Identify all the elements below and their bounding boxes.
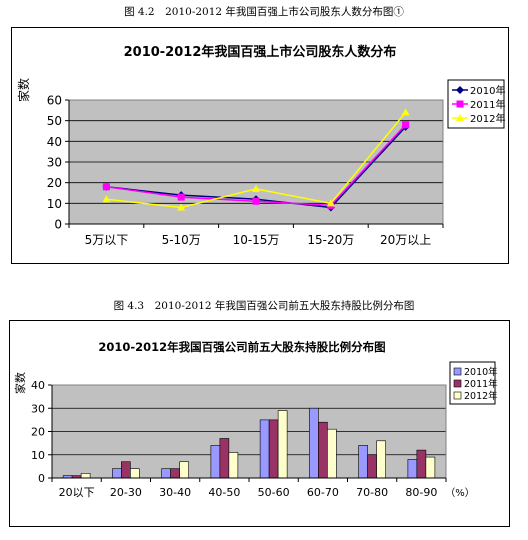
x-tick-label: 60-70 bbox=[307, 486, 339, 499]
x-tick-label: 20-30 bbox=[110, 486, 142, 499]
x-tick-label: 20万以上 bbox=[380, 233, 431, 247]
x-tick-label: 80-90 bbox=[405, 486, 437, 499]
legend-label: 2011年 bbox=[464, 378, 498, 390]
bar bbox=[112, 468, 122, 479]
figure-caption-4-2: 图 4.2 2010-2012 年我国百强上市公司股东人数分布图① bbox=[124, 6, 404, 18]
legend-marker bbox=[456, 100, 464, 108]
chart-title: 2010-2012年我国百强公司前五大股东持股比例分布图 bbox=[98, 340, 385, 354]
data-point bbox=[401, 108, 410, 116]
data-point bbox=[252, 197, 260, 205]
bar bbox=[228, 452, 239, 479]
y-tick-label: 30 bbox=[47, 156, 62, 170]
data-point bbox=[402, 121, 410, 129]
data-point bbox=[177, 193, 185, 201]
legend-label: 2010年 bbox=[464, 366, 498, 378]
legend-swatch bbox=[453, 391, 462, 400]
bar bbox=[268, 419, 279, 479]
bar bbox=[170, 468, 180, 479]
y-tick-label: 0 bbox=[54, 218, 62, 232]
y-axis-label: 家数 bbox=[16, 78, 31, 102]
x-tick-label: 10-15万 bbox=[233, 233, 280, 247]
bar bbox=[210, 445, 221, 479]
y-tick-label: 30 bbox=[31, 402, 45, 415]
bar bbox=[318, 421, 328, 479]
y-tick-label: 60 bbox=[47, 94, 62, 108]
y-tick-label: 20 bbox=[31, 426, 45, 439]
legend-label: 2011年 bbox=[470, 98, 505, 111]
x-tick-label: 5-10万 bbox=[162, 233, 201, 247]
y-tick-label: 10 bbox=[31, 449, 45, 462]
data-point bbox=[177, 203, 186, 211]
data-point bbox=[102, 183, 110, 191]
legend-swatch bbox=[453, 379, 462, 388]
x-tick-label: 30-40 bbox=[159, 486, 191, 499]
y-tick-label: 40 bbox=[31, 379, 45, 392]
bar bbox=[121, 461, 131, 479]
y-tick-label: 40 bbox=[47, 135, 62, 149]
legend-marker bbox=[456, 86, 464, 94]
data-point bbox=[252, 184, 260, 192]
bar bbox=[407, 459, 418, 479]
bar-chart: 2010-2012年我国百强公司前五大股东持股比例分布图 0 10 20 30 40 20以… bbox=[13, 340, 498, 499]
y-tick-label: 10 bbox=[47, 197, 62, 211]
bar bbox=[327, 428, 337, 479]
bar bbox=[161, 468, 171, 479]
legend-label: 2012年 bbox=[470, 112, 505, 125]
x-tick-label: 70-80 bbox=[356, 486, 388, 499]
y-tick-label: 0 bbox=[38, 472, 45, 485]
y-tick-label: 20 bbox=[47, 176, 62, 190]
legend-marker bbox=[456, 114, 464, 121]
legend-swatch bbox=[453, 367, 462, 376]
bar bbox=[358, 445, 368, 479]
bar bbox=[425, 456, 436, 479]
bar bbox=[309, 407, 319, 479]
bar bbox=[80, 473, 91, 479]
legend-label: 2012年 bbox=[464, 390, 498, 402]
bar bbox=[259, 419, 270, 479]
legend-label: 2010年 bbox=[470, 84, 505, 97]
bar bbox=[367, 454, 377, 479]
x-tick-label: 50-60 bbox=[258, 486, 290, 499]
x-tick-label: 15-20万 bbox=[307, 233, 354, 247]
x-axis-label: （%） bbox=[445, 487, 475, 499]
x-tick-label: 20以下 bbox=[59, 486, 95, 499]
chart-title: 2010-2012年我国百强上市公司股东人数分布 bbox=[124, 44, 397, 60]
line-chart-frame: 2010-2012年我国百强上市公司股东人数分布 0 10 20 30 40 50 60 5万以… bbox=[11, 27, 509, 264]
bar-chart-frame: 2010-2012年我国百强公司前五大股东持股比例分布图 0 10 20 30 40 20以… bbox=[9, 320, 510, 527]
bar bbox=[376, 440, 386, 479]
line-chart: 2010-2012年我国百强上市公司股东人数分布 0 10 20 30 40 50 60 5万以… bbox=[16, 44, 505, 247]
x-tick-label: 40-50 bbox=[208, 486, 240, 499]
figure-caption-4-3: 图 4.3 2010-2012 年我国百强公司前五大股东持股比例分布图 bbox=[113, 300, 415, 312]
bar bbox=[219, 438, 230, 479]
data-point bbox=[102, 195, 111, 203]
bar bbox=[179, 461, 189, 479]
bar bbox=[416, 449, 427, 479]
y-tick-label: 50 bbox=[47, 114, 62, 128]
x-tick-label: 5万以下 bbox=[85, 233, 129, 247]
y-axis-label: 家数 bbox=[13, 372, 27, 394]
bar bbox=[130, 468, 140, 479]
bar bbox=[277, 410, 288, 479]
data-point bbox=[326, 199, 335, 207]
